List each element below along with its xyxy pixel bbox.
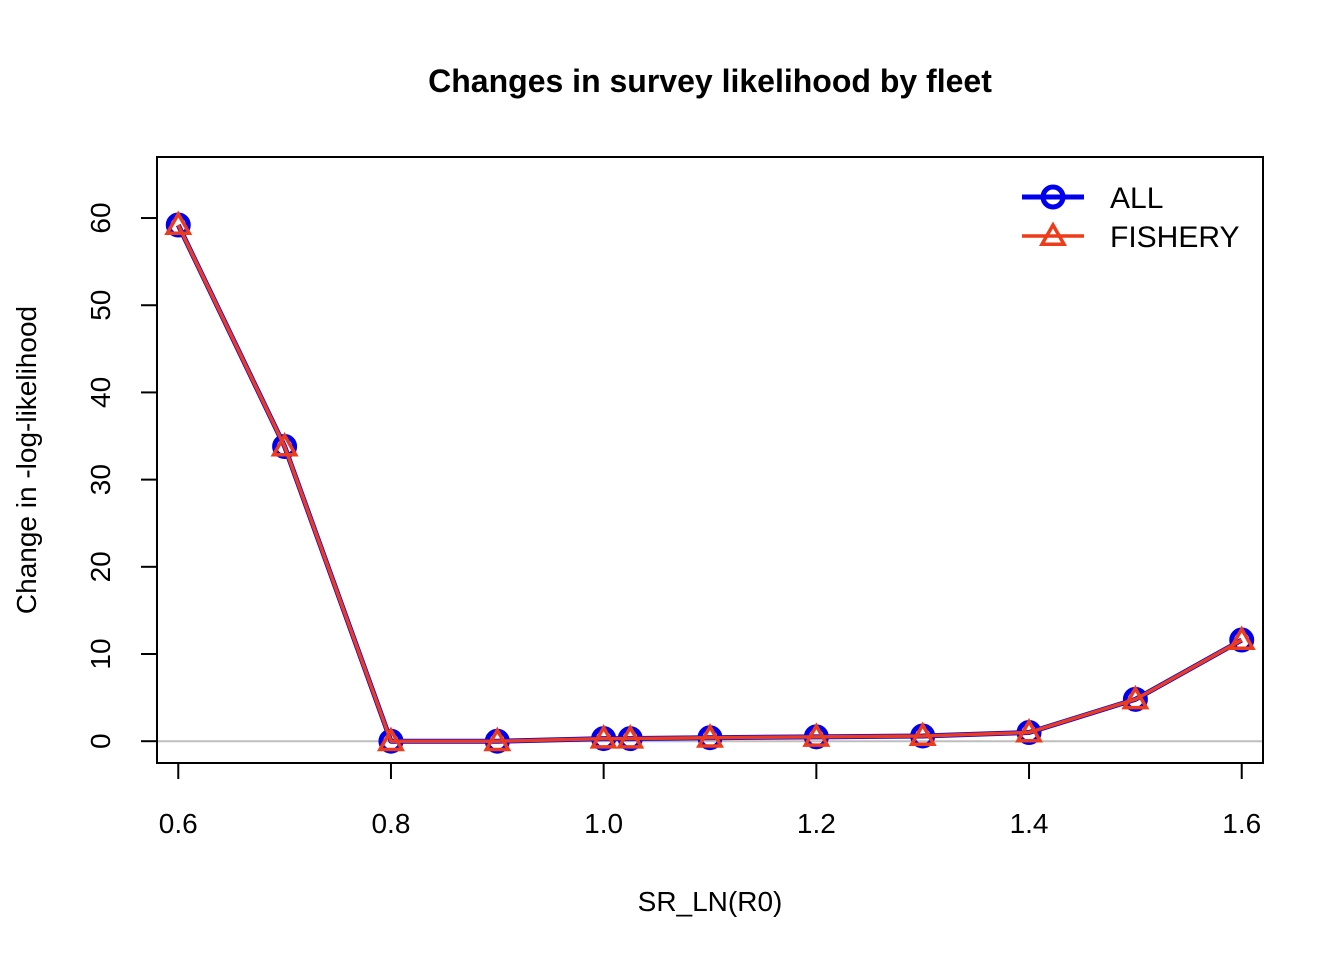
fishery-point [589, 724, 618, 749]
legend-item-all: ALL [1022, 182, 1163, 215]
fishery-point [1015, 717, 1044, 743]
fishery-point [695, 723, 725, 748]
series-fishery [164, 210, 1256, 752]
fishery-point [802, 722, 831, 747]
y-tick-label: 30 [85, 464, 116, 495]
fishery-point [908, 721, 937, 746]
y-axis: 0 10 20 30 40 50 60 [85, 202, 158, 749]
chart-title: Changes in survey likelihood by fleet [428, 63, 992, 99]
series-all [165, 212, 1255, 754]
legend-label: ALL [1110, 182, 1163, 215]
legend-circle-marker [1040, 184, 1066, 210]
x-tick-label: 0.8 [371, 808, 410, 839]
fishery-line [176, 224, 1243, 743]
legend-triangle-marker [1038, 221, 1068, 246]
y-tick-label: 50 [85, 290, 116, 321]
y-tick-label: 60 [85, 202, 116, 233]
y-axis-label: Change in -log-likelihood [11, 306, 42, 614]
fishery-point [1121, 684, 1150, 710]
y-tick-label: 40 [85, 377, 116, 408]
x-tick-label: 0.6 [159, 808, 198, 839]
legend-item-fishery: FISHERY [1022, 221, 1239, 254]
x-tick-label: 1.6 [1222, 808, 1261, 839]
x-axis: 0.6 0.8 1.0 1.2 1.4 1.6 [159, 762, 1261, 839]
legend: ALL FISHERY [1022, 182, 1239, 254]
fishery-point [483, 726, 512, 752]
x-tick-label: 1.0 [584, 808, 623, 839]
fishery-point [1227, 625, 1256, 651]
x-axis-label: SR_LN(R0) [638, 886, 783, 917]
x-tick-label: 1.2 [797, 808, 836, 839]
fishery-point [616, 724, 645, 749]
y-tick-label: 10 [85, 638, 116, 669]
x-tick-label: 1.4 [1010, 808, 1049, 839]
fishery-point [270, 431, 299, 457]
fishery-point [164, 210, 193, 236]
y-tick-label: 20 [85, 551, 116, 582]
series-layer [164, 210, 1256, 754]
legend-label: FISHERY [1110, 221, 1239, 254]
plot-box [156, 156, 1264, 764]
y-tick-label: 0 [85, 733, 116, 749]
fishery-point [376, 726, 405, 752]
all-line [176, 223, 1243, 744]
